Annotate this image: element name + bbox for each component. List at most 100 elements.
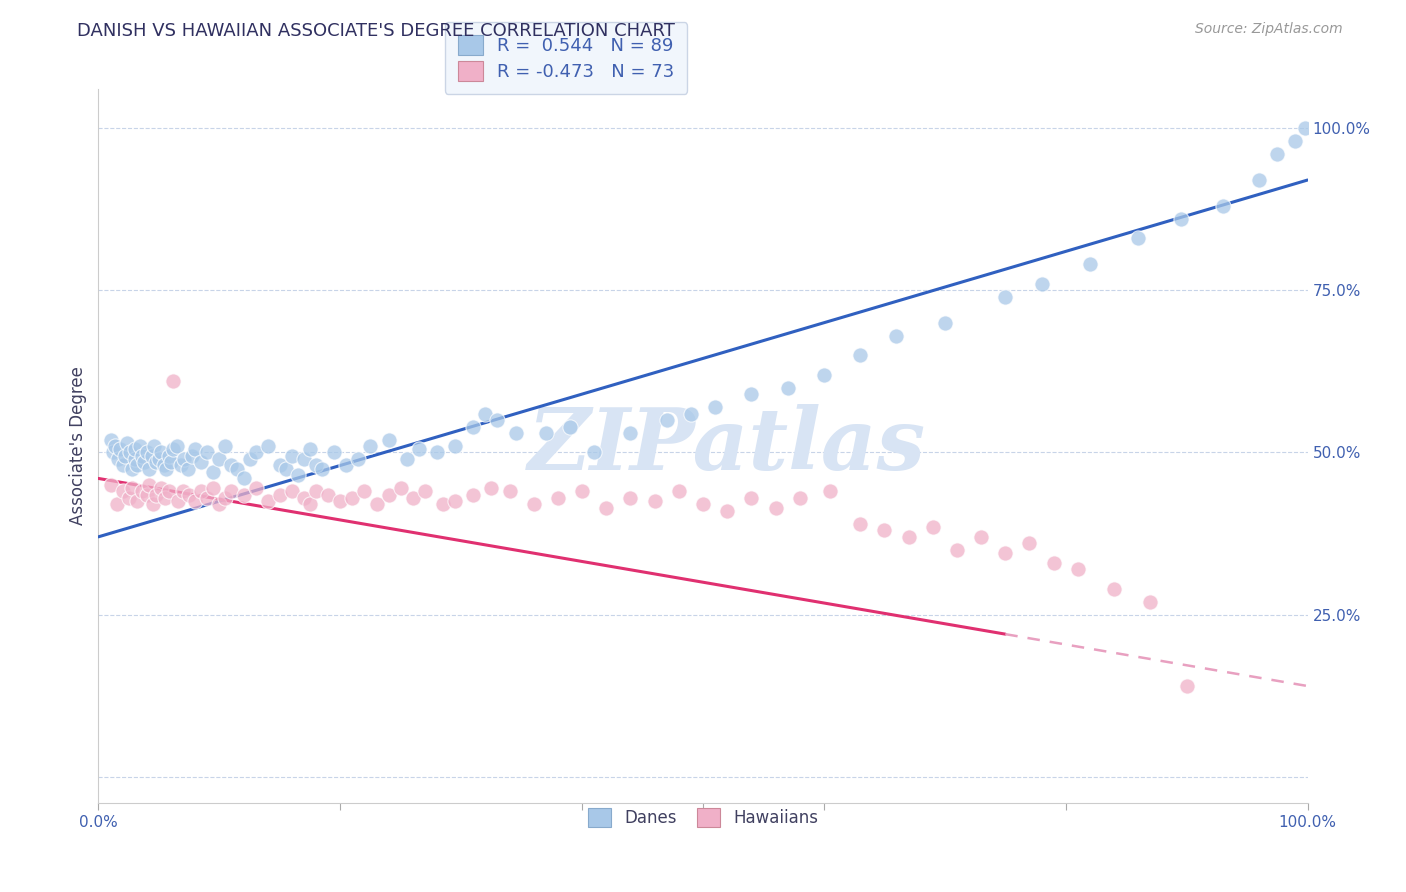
Point (547, 491, 569, 505)
Point (335, 458, 357, 473)
Point (818, 484, 841, 499)
Point (141, 449, 163, 463)
Point (444, 439, 467, 453)
Point (408, 442, 430, 457)
Point (148, 452, 170, 467)
Point (108, 442, 131, 457)
Point (131, 484, 153, 499)
Point (1294, 121, 1316, 136)
Point (498, 484, 520, 499)
Point (177, 461, 200, 475)
Point (1170, 211, 1192, 226)
Point (190, 484, 212, 499)
Point (481, 481, 503, 495)
Point (505, 425, 527, 440)
Point (208, 497, 231, 511)
Point (692, 497, 714, 511)
Point (245, 445, 267, 459)
Point (1018, 536, 1040, 550)
Point (256, 439, 278, 453)
Point (377, 433, 399, 447)
Point (160, 455, 183, 469)
Point (1175, 679, 1198, 693)
Point (221, 458, 243, 473)
Point (360, 439, 382, 453)
Point (281, 449, 304, 463)
Point (111, 484, 134, 499)
Point (921, 520, 943, 534)
Point (776, 381, 799, 395)
Point (897, 530, 920, 544)
Point (134, 455, 156, 469)
Y-axis label: Associate's Degree: Associate's Degree (69, 367, 87, 525)
Point (463, 419, 485, 434)
Point (117, 435, 139, 450)
Point (377, 488, 399, 502)
Point (121, 481, 143, 495)
Point (583, 445, 606, 459)
Point (1102, 582, 1125, 596)
Point (765, 500, 787, 515)
Point (292, 452, 315, 467)
Point (444, 494, 467, 508)
Point (305, 484, 328, 499)
Point (353, 484, 375, 499)
Point (169, 458, 191, 473)
Point (704, 400, 727, 414)
Point (366, 497, 388, 511)
Point (679, 407, 702, 421)
Point (342, 491, 364, 505)
Point (523, 497, 546, 511)
Point (395, 452, 418, 467)
Point (202, 465, 225, 479)
Point (292, 491, 315, 505)
Point (474, 407, 496, 421)
Point (886, 328, 908, 343)
Point (202, 481, 225, 495)
Point (245, 481, 267, 495)
Point (179, 488, 201, 502)
Point (195, 491, 218, 505)
Point (347, 452, 370, 467)
Point (716, 504, 738, 518)
Point (118, 445, 141, 459)
Point (153, 491, 176, 505)
Point (145, 488, 167, 502)
Point (150, 445, 173, 459)
Point (232, 471, 254, 485)
Point (946, 542, 969, 557)
Point (1042, 556, 1064, 570)
Text: Source: ZipAtlas.com: Source: ZipAtlas.com (1195, 22, 1343, 37)
Point (994, 546, 1017, 560)
Point (111, 458, 134, 473)
Text: ZIPatlas: ZIPatlas (529, 404, 927, 488)
Point (1249, 173, 1271, 187)
Point (135, 488, 157, 502)
Point (463, 488, 485, 502)
Point (101, 445, 124, 459)
Point (323, 445, 346, 459)
Point (432, 497, 454, 511)
Point (221, 484, 243, 499)
Point (534, 425, 557, 440)
Point (239, 452, 262, 467)
Point (595, 500, 617, 515)
Point (934, 316, 956, 330)
Point (157, 484, 180, 499)
Point (316, 488, 339, 502)
Point (162, 442, 184, 457)
Point (329, 494, 352, 508)
Point (970, 530, 993, 544)
Point (104, 439, 127, 453)
Point (118, 491, 141, 505)
Point (162, 374, 184, 388)
Point (873, 524, 896, 538)
Point (1284, 134, 1306, 148)
Point (214, 491, 236, 505)
Point (128, 439, 150, 453)
Point (305, 458, 328, 473)
Point (558, 419, 581, 434)
Point (281, 484, 304, 499)
Point (389, 481, 412, 495)
Point (142, 497, 165, 511)
